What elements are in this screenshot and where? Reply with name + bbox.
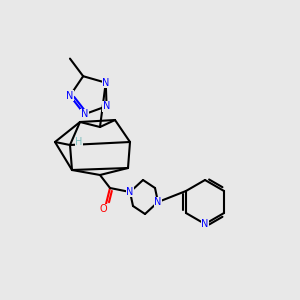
Text: O: O xyxy=(99,204,107,214)
Text: N: N xyxy=(201,219,209,229)
Text: N: N xyxy=(102,78,110,88)
Text: N: N xyxy=(126,187,134,197)
Text: N: N xyxy=(103,101,110,111)
Text: N: N xyxy=(154,197,162,207)
Text: H: H xyxy=(75,137,83,147)
Text: N: N xyxy=(81,109,88,119)
Text: N: N xyxy=(66,91,74,101)
